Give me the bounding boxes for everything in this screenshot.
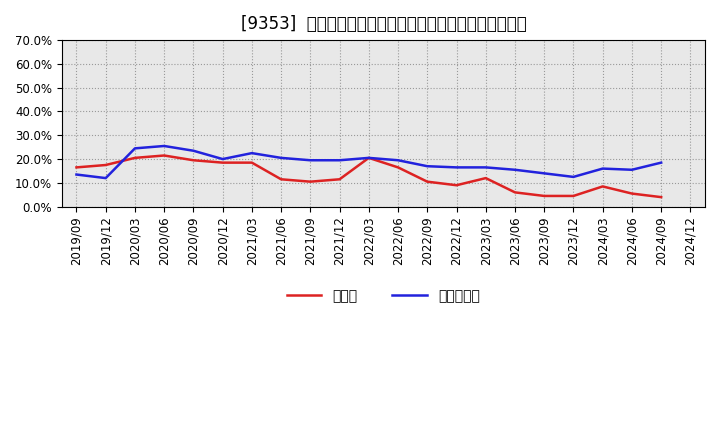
有利子負債 — [276, 155, 285, 161]
有利子負債 — [540, 171, 549, 176]
有利子負債 — [248, 150, 256, 156]
Line: 有利子負債: 有利子負債 — [76, 146, 661, 178]
現預金 — [189, 158, 198, 163]
現預金 — [102, 162, 110, 168]
現預金 — [452, 183, 461, 188]
有利子負債 — [130, 146, 139, 151]
現預金 — [248, 160, 256, 165]
現預金 — [160, 153, 168, 158]
有利子負債 — [336, 158, 344, 163]
現預金 — [423, 179, 431, 184]
現預金 — [306, 179, 315, 184]
有利子負債 — [510, 167, 519, 172]
現預金 — [657, 194, 665, 200]
現預金 — [276, 176, 285, 182]
有利子負債 — [482, 165, 490, 170]
現預金 — [628, 191, 636, 196]
有利子負債 — [452, 165, 461, 170]
Line: 現預金: 現預金 — [76, 155, 661, 197]
有利子負債 — [628, 167, 636, 172]
有利子負債 — [306, 158, 315, 163]
現預金 — [394, 165, 402, 170]
Title: [9353]  現預金、有利子負債の総資産に対する比率の推移: [9353] 現預金、有利子負債の総資産に対する比率の推移 — [240, 15, 526, 33]
有利子負債 — [657, 160, 665, 165]
現預金 — [218, 160, 227, 165]
有利子負債 — [72, 172, 81, 177]
現預金 — [540, 193, 549, 198]
有利子負債 — [569, 174, 577, 180]
有利子負債 — [364, 155, 373, 161]
有利子負債 — [218, 157, 227, 162]
有利子負債 — [160, 143, 168, 149]
現預金 — [482, 176, 490, 181]
Legend: 現預金, 有利子負債: 現預金, 有利子負債 — [282, 283, 486, 308]
現預金 — [130, 155, 139, 161]
現預金 — [569, 193, 577, 198]
現預金 — [510, 190, 519, 195]
有利子負債 — [102, 176, 110, 181]
現預金 — [364, 155, 373, 161]
現預金 — [336, 176, 344, 182]
現預金 — [72, 165, 81, 170]
有利子負債 — [423, 164, 431, 169]
現預金 — [598, 184, 607, 189]
有利子負債 — [394, 158, 402, 163]
有利子負債 — [598, 166, 607, 171]
有利子負債 — [189, 148, 198, 154]
